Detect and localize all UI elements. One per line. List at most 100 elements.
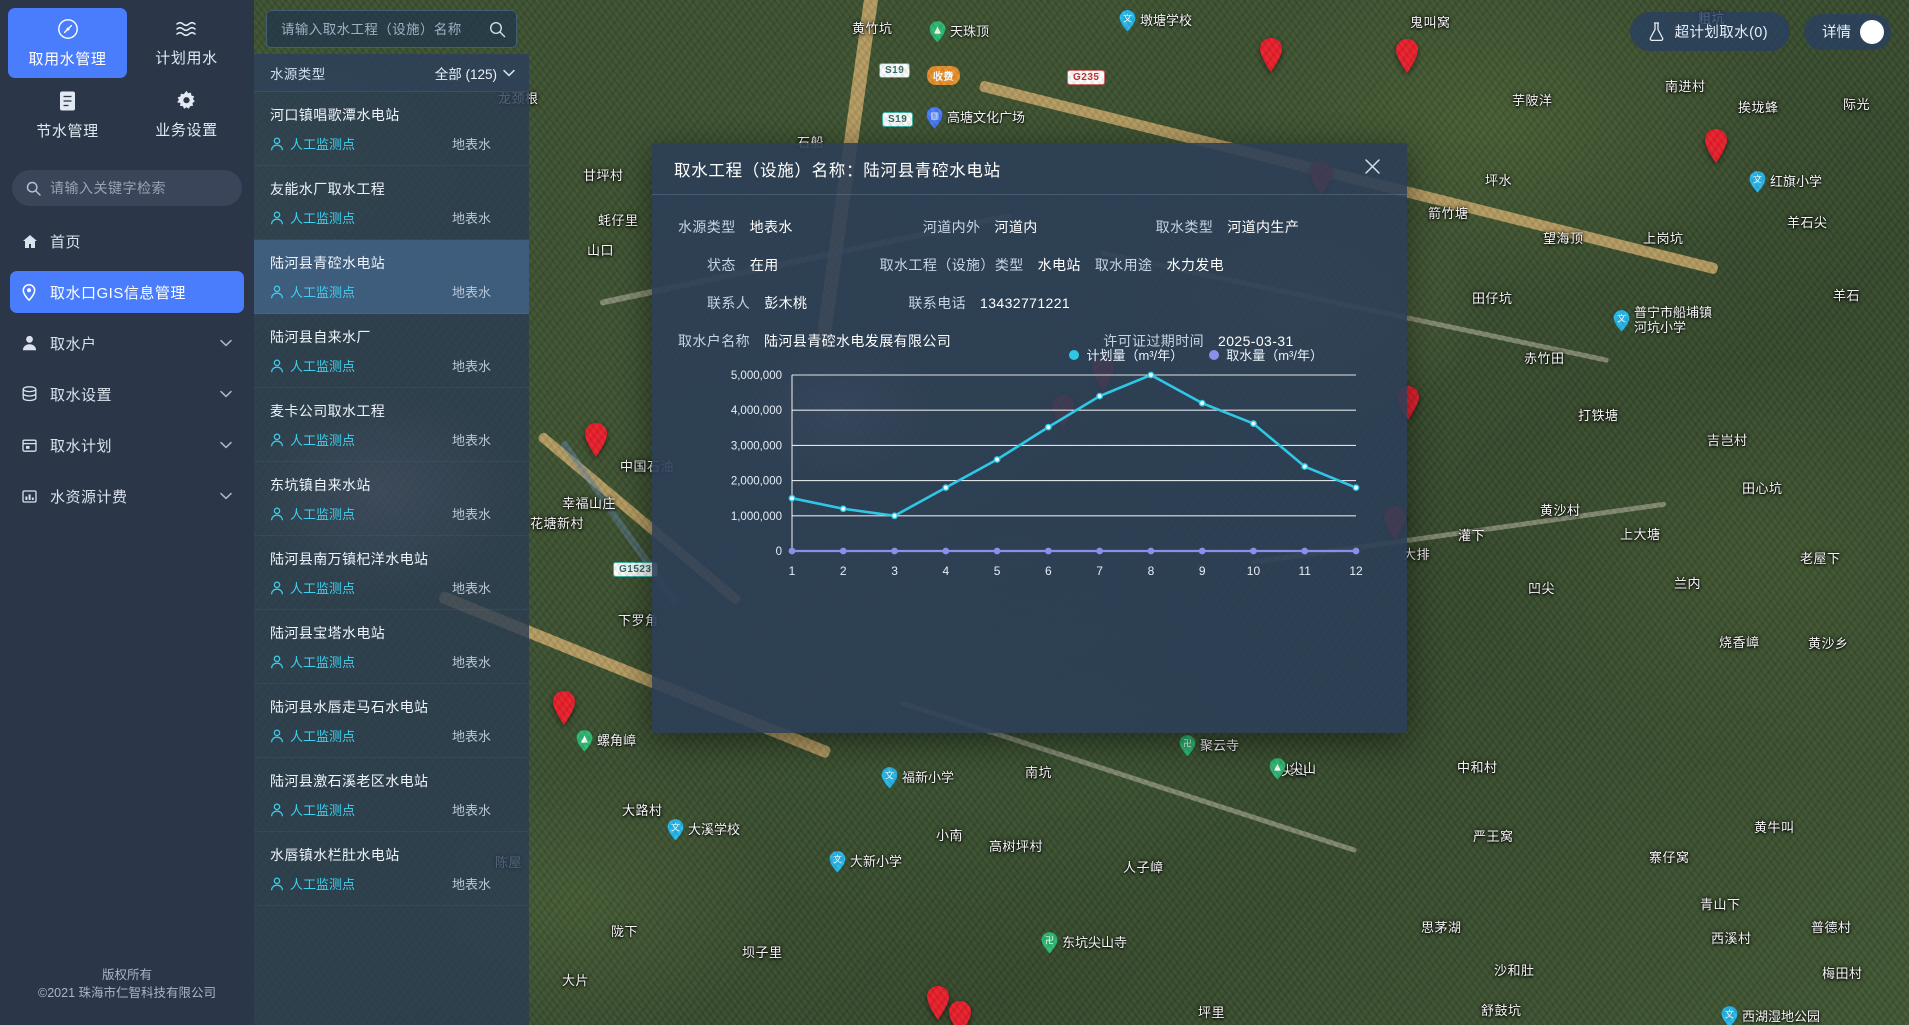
map-pin-icon: ▲ [1268,757,1287,781]
map-place-label: 南坑 [1025,765,1053,780]
list-item[interactable]: 陆河县水唇走马石水电站 人工监测点 地表水 [254,684,529,758]
legend-dot-icon [1209,349,1220,360]
intake-list-body[interactable]: 水源类型 全部 (125) 河口镇唱歌潭水电站 人工监测点 地表水 友能水厂取水工程人… [254,54,529,1025]
sidebar-nav: 首页取水口GIS信息管理 取水户取水设置取水计划水资源计费 [0,220,254,966]
sidebar-item-2[interactable]: 取水口GIS信息管理 [10,271,244,313]
map-poi-school[interactable]: 文普宁市船埔镇 河坑小学 [1612,305,1712,335]
module-tile-1[interactable]: 取用水管理 [8,8,127,78]
list-item-meta: 人工监测点 地表水 [270,874,513,893]
over-plan-button[interactable]: 超计划取水(0) [1629,12,1790,51]
modal-title: 取水工程（设施）名称：陆河县青硿水电站 [674,161,1001,180]
chart-legend-item[interactable]: 取水量（m³/年） [1209,345,1323,364]
map-poi-school[interactable]: 文西湖湿地公园 [1720,1005,1820,1025]
list-item-name: 河口镇唱歌潭水电站 [270,107,400,123]
search-icon[interactable] [489,21,506,38]
list-item-meta: 人工监测点 地表水 [270,356,513,375]
sidebar-item-4[interactable]: 取水设置 [10,373,244,415]
map-poi-school[interactable]: 文大溪学校 [666,818,740,842]
module-tile-2[interactable]: 计划用水 [127,8,246,78]
intake-list[interactable]: 河口镇唱歌潭水电站 人工监测点 地表水 友能水厂取水工程 人工监测点 地表水 陆河县青硿水电… [254,92,529,906]
person-monitor-icon [270,432,284,447]
list-item[interactable]: 友能水厂取水工程 人工监测点 地表水 [254,166,529,240]
map-place-label: 沙和肚 [1494,963,1535,978]
field-row-4: 取水户名称 陆河县青硿水电发展有限公司 许可证过期时间 2025-03-31 [678,331,1381,351]
map-road-shield: G1523 [613,562,658,577]
map-poi-school[interactable]: 文红旗小学 [1748,170,1822,194]
field-row-2: 状态 在用 取水工程（设施）类型 水电站 取水用途 水力发电 [678,255,1381,275]
map-place-label: 凹尖 [1528,581,1556,596]
map-top-controls: 超计划取水(0) 详情 [1629,12,1891,51]
project-search-input[interactable] [281,21,483,37]
map-poi-school[interactable]: 文大新小学 [828,850,902,874]
person-monitor-icon [270,580,284,595]
list-item[interactable]: 陆河县激石溪老区水电站 人工监测点 地表水 [254,758,529,832]
chevron-down-icon[interactable] [220,441,232,449]
map-place-label: 中和村 [1457,760,1498,775]
map-place-label: 黄沙乡 [1808,636,1849,651]
intake-map-marker[interactable] [1258,37,1284,73]
map-poi-label: 螺角嶂 [597,732,637,748]
list-item[interactable]: 东坑镇自来水站 人工监测点 地表水 [254,462,529,536]
list-item-meta: 人工监测点 地表水 [270,282,513,301]
close-icon[interactable] [1358,154,1387,183]
intake-map-marker[interactable] [1394,38,1420,74]
water-source-label: 地表水 [451,729,491,744]
chevron-down-icon[interactable] [220,339,232,347]
chevron-down-icon[interactable] [220,390,232,398]
intake-map-marker[interactable] [925,985,951,1021]
map-pin-icon: ▲ [928,20,947,44]
map-place-label: 鬼叫窝 [1410,15,1451,30]
map-place-label: 陇下 [611,924,639,939]
keyword-search-input[interactable] [50,180,228,196]
intake-map-marker[interactable] [551,690,577,726]
module-tile-4[interactable]: 业务设置 [127,80,246,150]
intake-map-marker[interactable] [583,422,609,458]
map-poi-school[interactable]: 文墩塘学校 [1118,9,1192,33]
list-item-name: 陆河县激石溪老区水电站 [270,773,429,789]
map-poi-school[interactable]: 文福新小学 [880,766,954,790]
map-poi-temple[interactable]: 卍东坑尖山寺 [1040,931,1127,955]
keyword-search[interactable] [12,170,242,206]
map-poi-mountain[interactable]: ▲ 螺角嶂 [575,729,636,753]
sidebar-item-6[interactable]: 水资源计费 [10,475,244,517]
intake-map-marker[interactable] [1703,128,1729,164]
list-item[interactable]: 陆河县青硿水电站 人工监测点 地表水 [254,240,529,314]
monitor-tag: 人工监测点 [270,652,355,671]
list-item[interactable]: 陆河县自来水厂 人工监测点 地表水 [254,314,529,388]
detail-toggle[interactable]: 详情 [1804,13,1891,50]
map-poi-mountain[interactable]: ▲ 尖山 [1268,757,1316,781]
chart-legend-item[interactable]: 计划量（m³/年） [1069,345,1183,364]
map-poi-mountain[interactable]: ▲ 天珠顶 [928,20,989,44]
person-monitor-icon [270,136,284,151]
list-item[interactable]: 陆河县南万镇杞洋水电站 人工监测点 地表水 [254,536,529,610]
monitor-tag: 人工监测点 [270,430,355,449]
chart-legend[interactable]: 计划量（m³/年） 取水量（m³/年） [1069,345,1323,364]
toggle-knob-icon[interactable] [1860,19,1884,44]
filter-value[interactable]: 全部 (125) [435,63,515,83]
legend-dot-icon [1069,349,1080,360]
status-label: 状态 [707,257,736,273]
list-item[interactable]: 麦卡公司取水工程 人工监测点 地表水 [254,388,529,462]
list-item[interactable]: 陆河县宝塔水电站 人工监测点 地表水 [254,610,529,684]
map-place-label: 兰内 [1674,576,1702,591]
water-source-label: 地表水 [451,581,491,596]
map-place-label: 大排 [1403,547,1431,562]
map-poi-temple[interactable]: 卍聚云寺 [1178,734,1239,758]
person-monitor-icon [270,506,284,521]
list-item[interactable]: 水唇镇水栏肚水电站 人工监测点 地表水 [254,832,529,906]
project-search[interactable] [266,10,517,48]
chevron-down-icon[interactable] [220,492,232,500]
sidebar-item-3[interactable]: 取水户 [10,322,244,364]
map-poi-building[interactable]: ▥ 高塘文化广场 [925,106,1025,130]
water-source-filter[interactable]: 水源类型 全部 (125) [254,54,529,92]
list-item[interactable]: 河口镇唱歌潭水电站 人工监测点 地表水 [254,92,529,166]
intake-map-marker[interactable] [947,1000,973,1025]
list-item-name: 东坑镇自来水站 [270,477,371,493]
sidebar-item-5[interactable]: 取水计划 [10,424,244,466]
water-source-label: 地表水 [451,877,491,892]
module-tile-3[interactable]: 节水管理 [8,80,127,150]
sidebar-item-1[interactable]: 首页 [10,220,244,262]
copyright-line-2: ©2021 珠海市仁智科技有限公司 [38,986,216,1001]
sidebar-item-label: 首页 [50,233,82,251]
person-monitor-icon [270,210,284,225]
